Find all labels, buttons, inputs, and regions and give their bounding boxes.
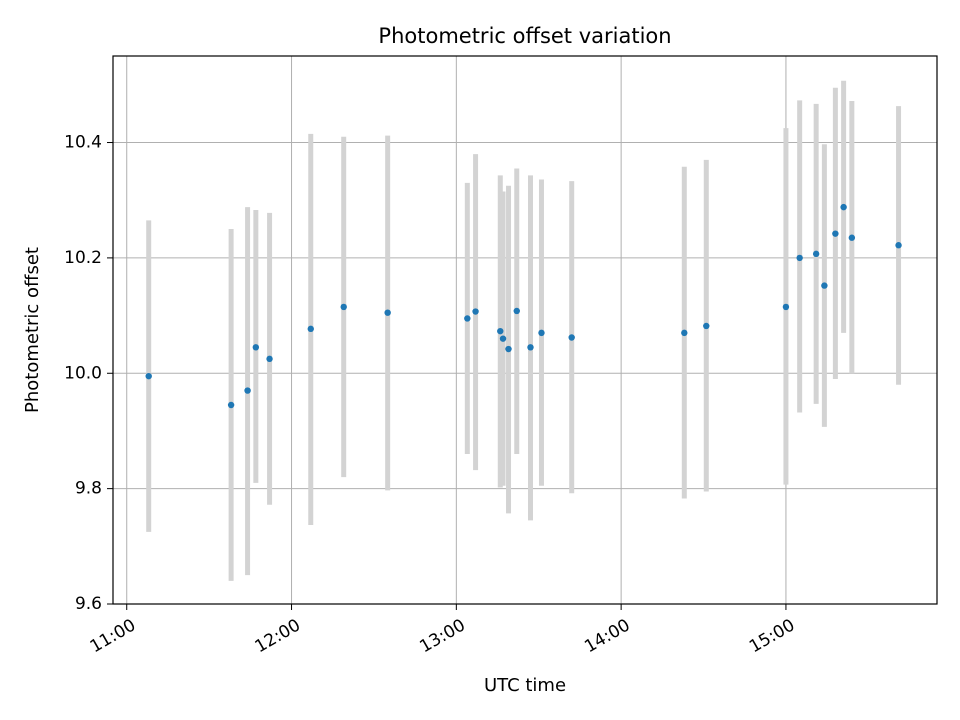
data-point [513, 307, 520, 315]
data-point [464, 315, 471, 322]
data-point [681, 329, 688, 337]
data-point [266, 355, 273, 363]
chart-title: Photometric offset variation [378, 24, 671, 48]
data-point [782, 303, 790, 311]
data-point [505, 345, 512, 353]
data-point [472, 308, 479, 315]
data-point [821, 282, 828, 289]
data-point [848, 234, 856, 241]
data-point [796, 254, 803, 262]
data-point [307, 325, 314, 333]
data-point [384, 309, 391, 316]
data-point [252, 344, 260, 351]
y-tick-label: 10.2 [64, 248, 102, 268]
data-point [703, 322, 710, 330]
x-axis-label: UTC time [484, 675, 566, 696]
data-point [497, 327, 504, 335]
data-markers [145, 203, 902, 409]
y-tick-label: 9.6 [75, 594, 102, 614]
y-tick-label: 10.4 [64, 133, 102, 153]
data-point [568, 334, 575, 341]
data-point [812, 250, 820, 258]
data-point [244, 387, 251, 394]
data-point [832, 230, 839, 237]
y-tick-label: 9.8 [75, 479, 102, 499]
data-point [499, 335, 507, 342]
y-axis-label: Photometric offset [22, 247, 43, 413]
y-tick-label: 10.0 [64, 363, 102, 383]
plot-frame [112, 55, 938, 605]
data-point [895, 242, 902, 249]
data-point [340, 303, 347, 311]
data-point [538, 329, 545, 337]
data-point [527, 344, 534, 351]
data-point [145, 372, 152, 380]
data-point [840, 203, 847, 211]
data-point [227, 401, 235, 409]
